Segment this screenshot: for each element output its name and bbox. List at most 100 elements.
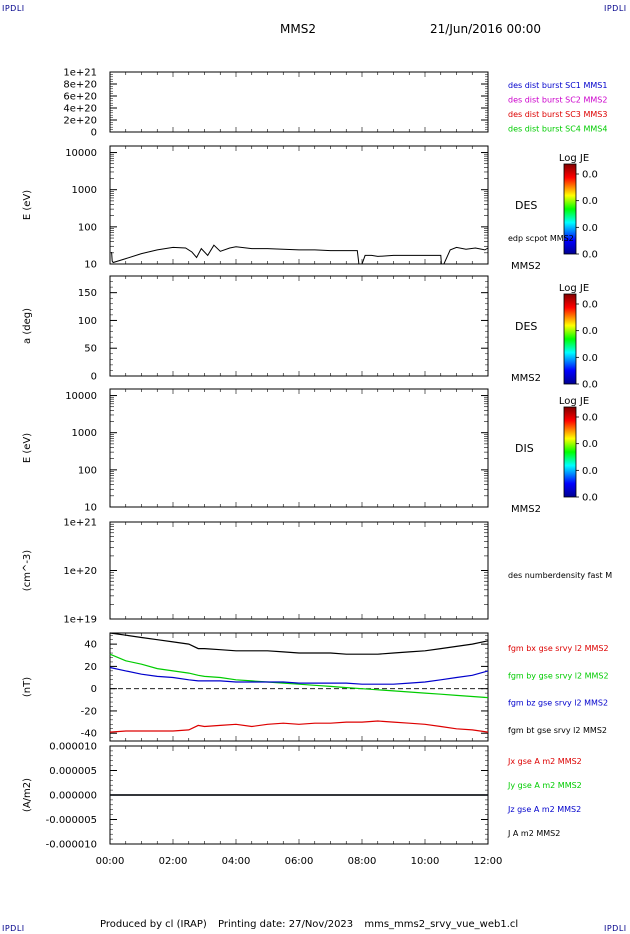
colorbar-tick-label: 0.0: [582, 196, 598, 207]
colorbar-tick-label: 0.0: [582, 353, 598, 364]
x-tick-label: 08:00: [348, 856, 377, 867]
x-tick-label: 06:00: [285, 856, 314, 867]
y-tick-label: 8e+20: [63, 80, 97, 91]
y-tick-label: 0: [91, 372, 97, 383]
y-tick-label: 0.000000: [49, 791, 97, 802]
panel-frame: [109, 71, 489, 133]
series-line: [109, 653, 489, 699]
series-line: [109, 632, 489, 655]
y-tick-label: 4e+20: [63, 104, 97, 115]
panel-frame: [109, 275, 489, 377]
colorbar-tick-label: 0.0: [582, 326, 598, 337]
spacecraft-title: MMS2: [280, 22, 316, 36]
y-tick-label: 100: [78, 465, 97, 476]
legend-entry: des numberdensity fast M: [508, 571, 612, 580]
y-tick-label: 50: [84, 344, 97, 355]
footer-filename: mms_mms2_srvy_vue_web1.cl: [364, 919, 519, 930]
panel-frame: [109, 145, 489, 265]
y-tick-label: 10: [84, 260, 97, 271]
y-axis-label: E (eV): [22, 433, 33, 463]
panel-label: DES: [515, 320, 537, 333]
panel-label: DES: [515, 199, 537, 212]
y-tick-label: 10000: [65, 391, 97, 402]
series-line: [109, 720, 489, 733]
date-title: 21/Jun/2016 00:00: [430, 22, 542, 36]
y-tick-label: 10: [84, 503, 97, 514]
corner-label-top-right: IPDLI: [604, 4, 627, 13]
scpot-line: [111, 244, 489, 265]
panel-sublabel: MMS2: [511, 504, 541, 515]
y-tick-label: 6e+20: [63, 92, 97, 103]
panel-label: DIS: [515, 442, 534, 455]
y-tick-label: -20: [81, 706, 97, 717]
y-tick-label: 1000: [72, 428, 97, 439]
colorbar-tick-label: 0.0: [582, 466, 598, 477]
footer-produced-by: Produced by cl (IRAP): [100, 919, 207, 930]
corner-label-bottom-right: IPDLI: [604, 924, 627, 933]
y-tick-label: 150: [78, 288, 97, 299]
colorbar-tick-label: 0.0: [582, 250, 598, 261]
colorbar-tick-label: 0.0: [582, 223, 598, 234]
colorbar-tick-label: 0.0: [582, 380, 598, 391]
panel-sublabel: MMS2: [511, 373, 541, 384]
legend-entry: des dist burst SC1 MMS1: [508, 81, 607, 90]
corner-label-bottom-left: IPDLI: [2, 924, 25, 933]
corner-label-top-left: IPDLI: [2, 4, 25, 13]
y-tick-label: 0: [91, 128, 97, 139]
y-tick-label: 20: [84, 662, 97, 673]
colorbar: [563, 163, 577, 255]
y-tick-label: 0.000005: [49, 766, 97, 777]
y-tick-label: 1000: [72, 185, 97, 196]
y-tick-label: 100: [78, 316, 97, 327]
y-axis-label: E (eV): [22, 190, 33, 220]
y-tick-label: 1e+19: [63, 615, 97, 626]
x-tick-label: 10:00: [411, 856, 440, 867]
colorbar-tick-label: 0.0: [582, 413, 598, 424]
legend-entry: Jx gse A m2 MMS2: [507, 757, 582, 766]
y-tick-label: -0.000010: [46, 840, 97, 851]
y-tick-label: 1e+21: [63, 68, 97, 79]
y-tick-label: 1e+20: [63, 566, 97, 577]
colorbar-title: Log JE: [559, 283, 589, 294]
colorbar-tick-label: 0.0: [582, 493, 598, 504]
y-axis-label: (A/m2): [22, 778, 33, 812]
legend-entry: Jz gse A m2 MMS2: [507, 805, 581, 814]
y-tick-label: 10000: [65, 148, 97, 159]
colorbar-tick-label: 0.0: [582, 170, 598, 181]
legend-entry: fgm bx gse srvy l2 MMS2: [508, 644, 609, 653]
y-tick-label: 0.000010: [49, 742, 97, 753]
colorbar-title: Log JE: [559, 396, 589, 407]
y-tick-label: -0.000005: [46, 815, 97, 826]
footer-printing-date: Printing date: 27/Nov/2023: [217, 919, 354, 930]
legend-entry: fgm bt gse srvy l2 MMS2: [508, 726, 607, 735]
panel-frame: [109, 521, 489, 620]
colorbar-title: Log JE: [559, 153, 589, 164]
legend-entry: J A m2 MMS2: [507, 829, 560, 838]
panel-frame: [109, 388, 489, 508]
legend-entry: des dist burst SC3 MMS3: [508, 110, 607, 119]
y-tick-label: 0: [91, 684, 97, 695]
legend-entry: fgm bz gse srvy l2 MMS2: [508, 699, 608, 708]
legend-entry: des dist burst SC2 MMS2: [508, 96, 607, 105]
colorbar: [563, 406, 577, 498]
y-axis-label: a (deg): [22, 308, 33, 344]
legend-entry: fgm by gse srvy l2 MMS2: [508, 671, 609, 680]
colorbar-tick-label: 0.0: [582, 300, 598, 311]
legend-entry: Jy gse A m2 MMS2: [507, 781, 582, 790]
y-tick-label: 2e+20: [63, 116, 97, 127]
x-tick-label: 12:00: [474, 856, 503, 867]
legend-entry: des dist burst SC4 MMS4: [508, 125, 607, 134]
y-tick-label: 1e+21: [63, 518, 97, 529]
overlay-label: edp scpot MMS2: [508, 234, 574, 243]
x-tick-label: 02:00: [159, 856, 188, 867]
panel-sublabel: MMS2: [511, 261, 541, 272]
colorbar: [563, 293, 577, 385]
y-axis-label: (nT): [22, 677, 33, 697]
y-tick-label: 40: [84, 640, 97, 651]
x-tick-label: 00:00: [96, 856, 125, 867]
series-line: [109, 666, 489, 685]
y-tick-label: 100: [78, 222, 97, 233]
colorbar-tick-label: 0.0: [582, 439, 598, 450]
x-tick-label: 04:00: [222, 856, 251, 867]
footer: Produced by cl (IRAP) Printing date: 27/…: [100, 919, 526, 930]
